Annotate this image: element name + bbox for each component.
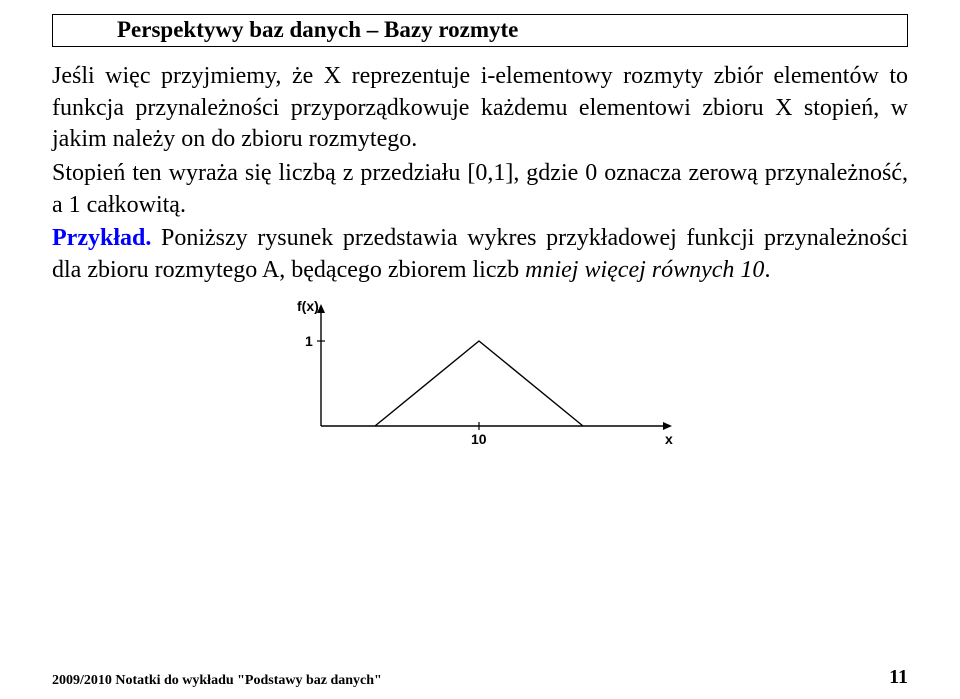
- para2-text: Stopień ten wyraża się liczbą z przedzia…: [52, 160, 908, 218]
- svg-text:x: x: [665, 431, 673, 447]
- para3-end: .: [764, 257, 770, 283]
- svg-text:f(x): f(x): [297, 298, 319, 314]
- footer: 2009/2010 Notatki do wykładu "Podstawy b…: [52, 666, 908, 689]
- paragraph-1: Jeśli więc przyjmiemy, że X reprezentuje…: [52, 61, 908, 156]
- header-box: Perspektywy baz danych – Bazy rozmyte: [52, 14, 908, 47]
- para1-text: Jeśli więc przyjmiemy, że X reprezentuje…: [52, 63, 908, 152]
- footer-left: 2009/2010 Notatki do wykładu "Podstawy b…: [52, 673, 382, 689]
- page-number: 11: [889, 666, 908, 689]
- svg-text:10: 10: [471, 431, 487, 447]
- header-title: Perspektywy baz danych – Bazy rozmyte: [53, 17, 907, 43]
- paragraph-2: Stopień ten wyraża się liczbą z przedzia…: [52, 158, 908, 221]
- para3-italic: mniej więcej równych 10: [525, 257, 764, 283]
- example-label: Przykład.: [52, 225, 151, 251]
- slide-page: Perspektywy baz danych – Bazy rozmyte Je…: [0, 0, 960, 699]
- svg-text:1: 1: [305, 333, 313, 349]
- membership-chart: f(x) 1 10 x: [265, 291, 695, 456]
- paragraph-3: Przykład. Poniższy rysunek przedstawia w…: [52, 223, 908, 286]
- para3-rest: Poniższy rysunek przedstawia wykres przy…: [52, 225, 908, 283]
- chart-container: f(x) 1 10 x: [52, 291, 908, 456]
